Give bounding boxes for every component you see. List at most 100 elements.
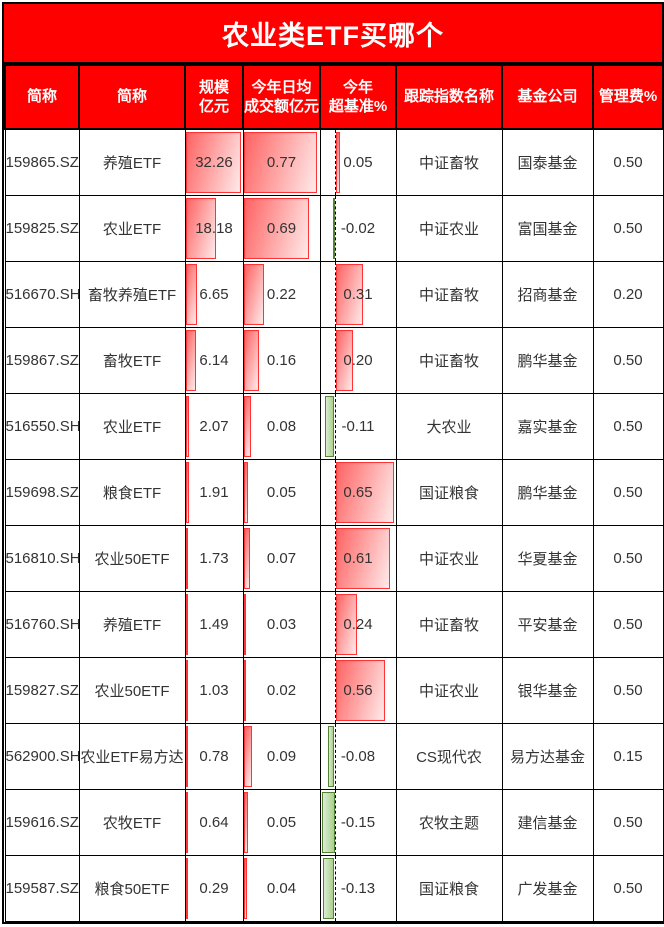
excess-databar-positive	[335, 329, 354, 391]
name-value: 农业ETF	[102, 220, 162, 238]
scale-databar	[186, 527, 189, 589]
company-value: 鹏华基金	[517, 352, 578, 370]
company-value: 华夏基金	[517, 550, 578, 568]
scale-cell: 1.03	[184, 656, 244, 724]
name-cell: 畜牧ETF	[78, 326, 186, 394]
company-value: 富国基金	[517, 220, 578, 238]
table-row: 516550.SH 农业ETF 2.07 0.08 -0.11 大农业 嘉实基金 0.50	[4, 392, 664, 460]
page-title: 农业类ETF买哪个	[4, 4, 662, 64]
name-value: 畜牧养殖ETF	[87, 286, 177, 304]
turnover-cell: 0.08	[242, 392, 321, 460]
turnover-value: 0.05	[266, 813, 297, 831]
index_name-value: 国证粮食	[418, 484, 479, 502]
name-value: 养殖ETF	[102, 154, 162, 172]
name-cell: 粮食50ETF	[78, 854, 186, 922]
company-cell: 鹏华基金	[501, 326, 594, 394]
company-cell: 建信基金	[501, 788, 594, 856]
scale-value: 32.26	[195, 153, 233, 171]
zero-axis-line	[334, 592, 336, 656]
code-value: 159827.SZ	[5, 681, 79, 699]
scale-value: 0.29	[199, 879, 229, 897]
index_name-cell: 中证农业	[395, 656, 503, 724]
excess-cell: -0.08	[319, 722, 397, 790]
fee-value: 0.50	[613, 879, 643, 897]
excess-databar-negative	[321, 791, 335, 853]
fee-cell: 0.50	[592, 788, 664, 856]
scale-value: 6.14	[199, 351, 229, 369]
table-row: 159825.SZ 农业ETF 18.18 0.69 -0.02 中证农业 富国基金 0.50	[4, 194, 664, 262]
fee-cell: 0.50	[592, 392, 664, 460]
company-value: 平安基金	[517, 616, 578, 634]
index_name-value: 中证畜牧	[418, 286, 479, 304]
code-cell: 516670.SH	[4, 260, 80, 328]
turnover-value: 0.69	[266, 219, 297, 237]
name-cell: 粮食ETF	[78, 458, 186, 526]
table-row: 516810.SH 农业50ETF 1.73 0.07 0.61 中证农业 华夏基金 0.50	[4, 524, 664, 592]
scale-value: 1.73	[199, 549, 229, 567]
zero-axis-line	[334, 196, 336, 260]
fee-value: 0.50	[613, 219, 643, 237]
index_name-cell: 农牧主题	[395, 788, 503, 856]
scale-value: 2.07	[199, 417, 229, 435]
fee-cell: 0.50	[592, 656, 664, 724]
code-cell: 159865.SZ	[4, 128, 80, 196]
code-cell: 159698.SZ	[4, 458, 80, 526]
fee-value: 0.50	[613, 813, 643, 831]
turnover-cell: 0.05	[242, 788, 321, 856]
scale-value: 1.49	[199, 615, 229, 633]
code-value: 516550.SH	[5, 417, 79, 435]
excess-cell: 0.56	[319, 656, 397, 724]
turnover-value: 0.03	[266, 615, 297, 633]
turnover-cell: 0.07	[242, 524, 321, 592]
company-cell: 招商基金	[501, 260, 594, 328]
code-value: 159698.SZ	[5, 483, 79, 501]
name-value: 农业ETF	[102, 418, 162, 436]
excess-cell: 0.20	[319, 326, 397, 394]
excess-cell: -0.02	[319, 194, 397, 262]
excess-databar-negative	[332, 197, 335, 259]
zero-axis-line	[334, 130, 336, 194]
index_name-value: 大农业	[426, 418, 472, 436]
scale-databar	[186, 132, 241, 193]
fee-cell: 0.50	[592, 458, 664, 526]
scale-databar	[186, 593, 189, 655]
excess-databar-negative	[323, 857, 335, 919]
company-value: 建信基金	[517, 814, 578, 832]
code-value: 159587.SZ	[5, 879, 79, 897]
index_name-cell: 中证畜牧	[395, 128, 503, 196]
excess-databar-positive	[335, 527, 390, 589]
index_name-value: 中证农业	[418, 682, 479, 700]
fee-value: 0.50	[613, 681, 643, 699]
scale-cell: 1.91	[184, 458, 244, 526]
scale-cell: 0.78	[184, 722, 244, 790]
index_name-cell: 中证畜牧	[395, 590, 503, 658]
table-row: 159865.SZ 养殖ETF 32.26 0.77 0.05 中证畜牧 国泰基金 0.50	[4, 128, 664, 196]
turnover-value: 0.07	[266, 549, 297, 567]
excess-value: 0.20	[343, 351, 373, 369]
company-value: 广发基金	[517, 880, 578, 898]
index_name-cell: 国证粮食	[395, 854, 503, 922]
company-value: 鹏华基金	[517, 484, 578, 502]
code-cell: 159825.SZ	[4, 194, 80, 262]
company-cell: 银华基金	[501, 656, 594, 724]
index_name-value: 中证农业	[418, 550, 479, 568]
scale-cell: 6.14	[184, 326, 244, 394]
name-value: 粮食50ETF	[94, 880, 170, 898]
fee-value: 0.50	[613, 417, 643, 435]
excess-value: -0.02	[340, 219, 376, 237]
company-value: 银华基金	[517, 682, 578, 700]
company-cell: 华夏基金	[501, 524, 594, 592]
turnover-databar	[244, 395, 252, 457]
company-cell: 鹏华基金	[501, 458, 594, 526]
fee-cell: 0.50	[592, 524, 664, 592]
scale-cell: 32.26	[184, 128, 244, 196]
excess-cell: 0.61	[319, 524, 397, 592]
turnover-value: 0.09	[266, 747, 297, 765]
name-cell: 农业ETF	[78, 392, 186, 460]
name-cell: 畜牧养殖ETF	[78, 260, 186, 328]
code-value: 159867.SZ	[5, 351, 79, 369]
company-cell: 国泰基金	[501, 128, 594, 196]
table-header-row: 简称 简称 规模 亿元 今年日均 成交额亿元 今年 超基准% 跟踪指数名称 基金公司 管理费%	[4, 64, 664, 130]
table-row: 159587.SZ 粮食50ETF 0.29 0.04 -0.13 国证粮食 广发基金 0.5…	[4, 854, 664, 922]
excess-value: 0.65	[343, 483, 373, 501]
